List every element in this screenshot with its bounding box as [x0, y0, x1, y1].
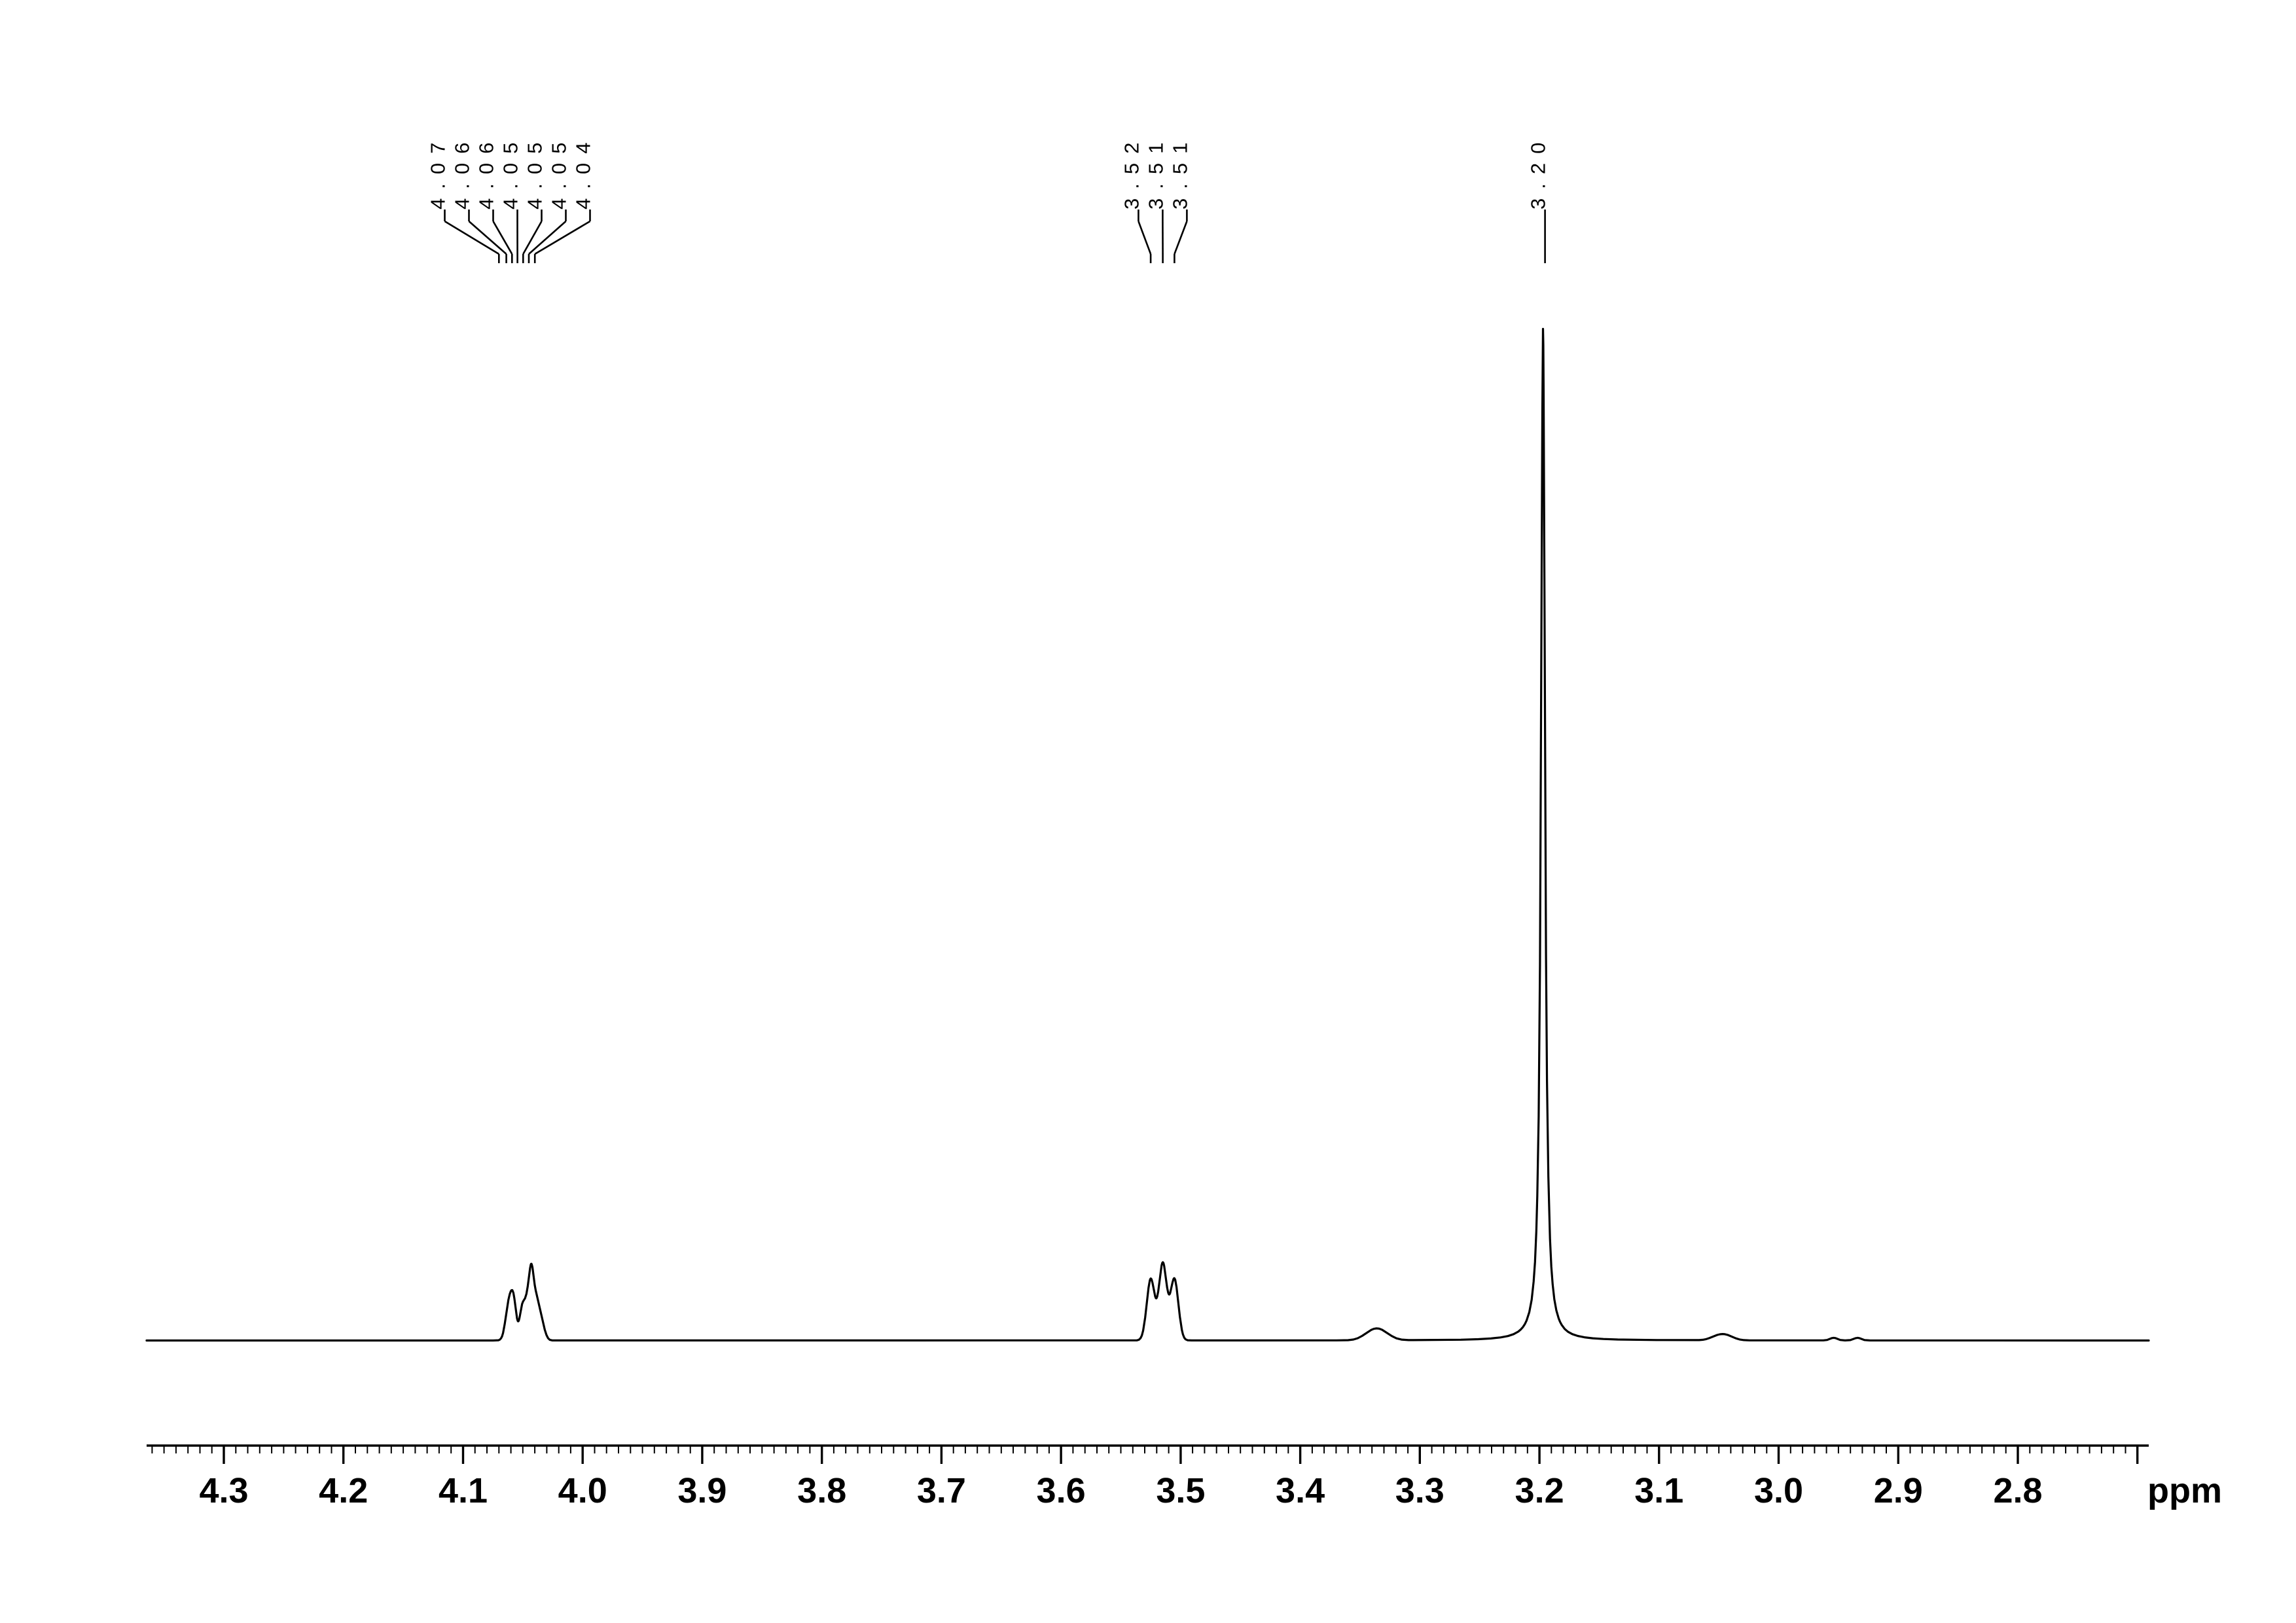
svg-text:4.07: 4.07 — [427, 134, 450, 210]
svg-text:3.52: 3.52 — [1120, 134, 1143, 210]
svg-text:3.9: 3.9 — [677, 1471, 726, 1510]
svg-text:2.9: 2.9 — [1874, 1471, 1923, 1510]
svg-text:4.05: 4.05 — [499, 134, 522, 210]
svg-text:4.04: 4.04 — [572, 134, 595, 210]
svg-text:4.06: 4.06 — [451, 134, 474, 210]
svg-text:4.0: 4.0 — [558, 1471, 607, 1510]
svg-text:4.2: 4.2 — [319, 1471, 368, 1510]
svg-text:3.7: 3.7 — [917, 1471, 966, 1510]
svg-text:3.4: 3.4 — [1276, 1471, 1325, 1510]
svg-text:3.8: 3.8 — [797, 1471, 846, 1510]
svg-text:3.2: 3.2 — [1515, 1471, 1564, 1510]
svg-text:4.06: 4.06 — [475, 134, 498, 210]
svg-text:4.3: 4.3 — [199, 1471, 248, 1510]
svg-text:3.5: 3.5 — [1156, 1471, 1205, 1510]
svg-text:3.51: 3.51 — [1144, 134, 1167, 210]
svg-text:4.1: 4.1 — [439, 1471, 488, 1510]
svg-text:ppm: ppm — [2147, 1471, 2222, 1510]
svg-text:4.05: 4.05 — [524, 134, 547, 210]
svg-text:3.0: 3.0 — [1754, 1471, 1803, 1510]
svg-text:3.1: 3.1 — [1634, 1471, 1683, 1510]
svg-text:4.05: 4.05 — [548, 134, 571, 210]
svg-text:3.3: 3.3 — [1395, 1471, 1444, 1510]
svg-text:2.8: 2.8 — [1993, 1471, 2042, 1510]
svg-text:3.20: 3.20 — [1527, 134, 1550, 210]
svg-text:3.51: 3.51 — [1168, 134, 1191, 210]
svg-text:3.6: 3.6 — [1037, 1471, 1086, 1510]
